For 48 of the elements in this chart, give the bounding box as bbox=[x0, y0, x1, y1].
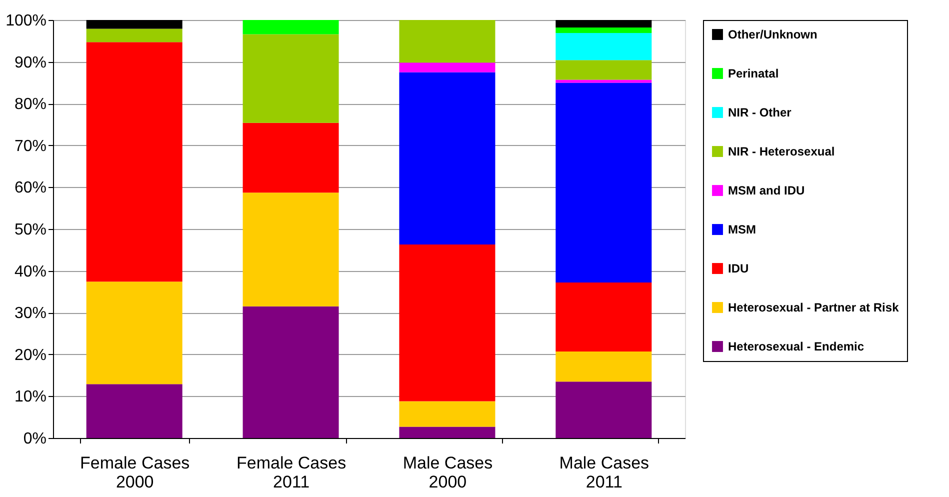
bar bbox=[242, 192, 339, 306]
legend-label: IDU bbox=[728, 262, 749, 276]
bar bbox=[242, 20, 339, 34]
bar bbox=[399, 62, 496, 72]
legend-label: NIR - Other bbox=[728, 106, 792, 120]
y-tick-label: 100% bbox=[6, 12, 46, 30]
bar bbox=[86, 28, 182, 42]
bar bbox=[399, 401, 496, 427]
x-tick-label: Female Cases 2000 bbox=[80, 454, 190, 492]
bar bbox=[556, 60, 652, 80]
legend-label: MSM bbox=[728, 222, 756, 236]
legend-label: Heterosexual - Endemic bbox=[728, 340, 864, 354]
legend-label: Perinatal bbox=[728, 66, 779, 80]
bar bbox=[556, 351, 652, 382]
y-tick-label: 20% bbox=[14, 346, 46, 364]
bar bbox=[399, 244, 496, 402]
y-tick-label: 0% bbox=[23, 430, 46, 448]
x-tick-label: Male Cases 2011 bbox=[559, 454, 650, 492]
bar bbox=[86, 20, 182, 29]
y-tick-label: 60% bbox=[14, 180, 46, 197]
bar bbox=[556, 282, 652, 352]
legend-label: NIR - Heterosexual bbox=[728, 144, 835, 158]
bar bbox=[556, 20, 652, 28]
legend-label: Other/Unknown bbox=[728, 28, 818, 42]
y-tick-label: 80% bbox=[14, 96, 46, 114]
bar bbox=[399, 20, 496, 63]
bar bbox=[242, 122, 339, 193]
bar bbox=[556, 382, 652, 438]
x-tick-label: Female Cases 2011 bbox=[236, 454, 346, 492]
y-tick-label: 30% bbox=[14, 305, 46, 322]
x-tick-label: Male Cases 2000 bbox=[402, 454, 493, 492]
y-tick-label: 10% bbox=[14, 388, 46, 406]
bar bbox=[242, 306, 339, 438]
legend-label: Heterosexual - Partner at Risk bbox=[728, 300, 900, 314]
bar bbox=[556, 82, 652, 283]
bar bbox=[86, 282, 182, 384]
bar bbox=[86, 384, 182, 438]
bar bbox=[86, 42, 182, 282]
legend-label: MSM and IDU bbox=[728, 184, 805, 198]
bar bbox=[242, 34, 339, 123]
y-tick-label: 70% bbox=[14, 138, 46, 155]
y-tick-label: 40% bbox=[14, 263, 46, 280]
y-tick-label: 50% bbox=[14, 222, 46, 238]
bar bbox=[399, 72, 496, 244]
bar bbox=[399, 426, 496, 438]
bar bbox=[556, 32, 652, 60]
bar bbox=[556, 28, 652, 33]
y-tick-label: 90% bbox=[14, 54, 46, 72]
